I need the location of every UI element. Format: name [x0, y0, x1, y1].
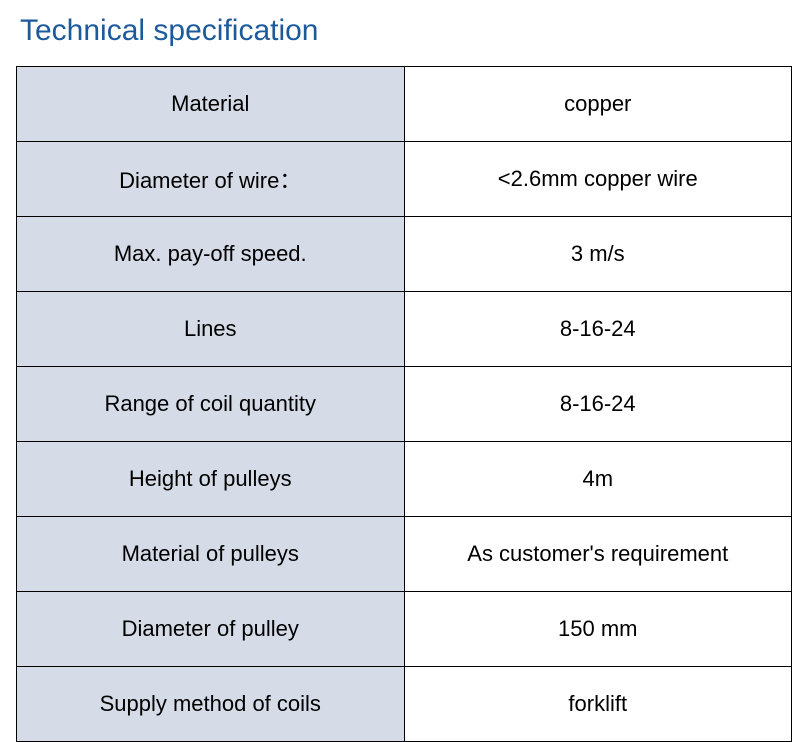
- spec-value: 8-16-24: [404, 292, 792, 367]
- table-row: Material copper: [17, 67, 792, 142]
- spec-label: Range of coil quantity: [17, 367, 405, 442]
- spec-table: Material copper Diameter of wire： <2.6mm…: [16, 66, 792, 742]
- spec-label: Supply method of coils: [17, 667, 405, 742]
- spec-label: Material: [17, 67, 405, 142]
- spec-label: Material of pulleys: [17, 517, 405, 592]
- table-row: Lines 8-16-24: [17, 292, 792, 367]
- table-row: Max. pay-off speed. 3 m/s: [17, 217, 792, 292]
- table-row: Diameter of pulley 150 mm: [17, 592, 792, 667]
- spec-value: 4m: [404, 442, 792, 517]
- spec-value: As customer's requirement: [404, 517, 792, 592]
- spec-label: Diameter of pulley: [17, 592, 405, 667]
- spec-label: Max. pay-off speed.: [17, 217, 405, 292]
- table-row: Height of pulleys 4m: [17, 442, 792, 517]
- spec-label: Height of pulleys: [17, 442, 405, 517]
- spec-value: copper: [404, 67, 792, 142]
- spec-value: 8-16-24: [404, 367, 792, 442]
- table-row: Material of pulleys As customer's requir…: [17, 517, 792, 592]
- spec-label: Lines: [17, 292, 405, 367]
- spec-label: Diameter of wire：: [17, 142, 405, 217]
- table-row: Range of coil quantity 8-16-24: [17, 367, 792, 442]
- table-row: Supply method of coils forklift: [17, 667, 792, 742]
- spec-value: <2.6mm copper wire: [404, 142, 792, 217]
- spec-value: 150 mm: [404, 592, 792, 667]
- spec-value: 3 m/s: [404, 217, 792, 292]
- spec-value: forklift: [404, 667, 792, 742]
- page-title: Technical specification: [20, 14, 792, 48]
- table-row: Diameter of wire： <2.6mm copper wire: [17, 142, 792, 217]
- page-container: Technical specification Material copper …: [0, 0, 808, 742]
